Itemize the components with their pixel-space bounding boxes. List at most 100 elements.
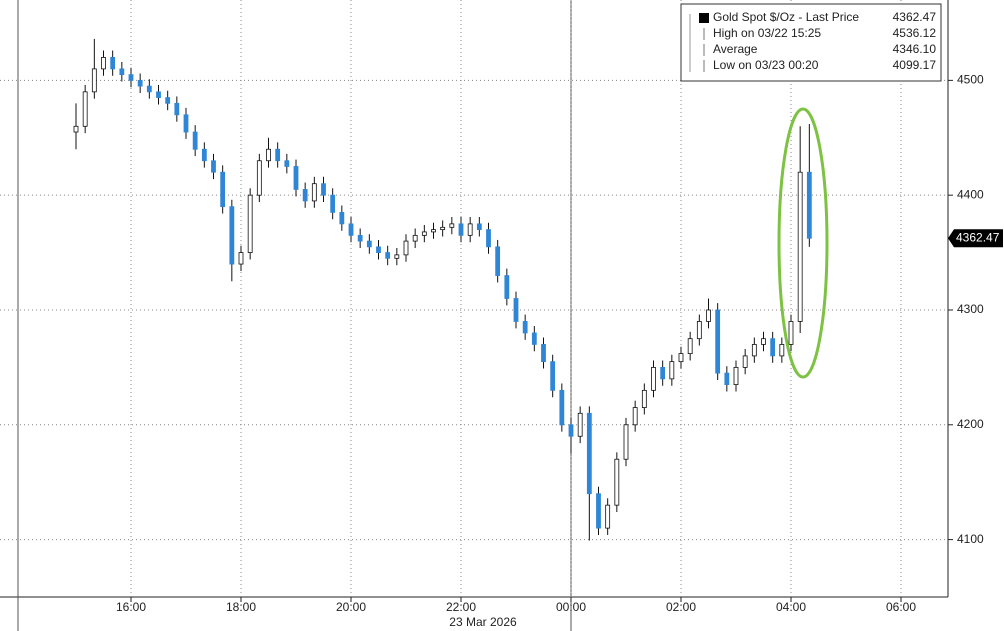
candle-body <box>614 458 620 506</box>
candle-body <box>596 493 601 529</box>
candle-body <box>641 389 647 408</box>
candle-body <box>366 240 372 248</box>
candle-body <box>348 223 354 236</box>
candle-body <box>742 355 748 368</box>
candle-body <box>339 211 345 225</box>
candle-body <box>192 131 198 150</box>
candle-body <box>605 504 611 529</box>
candle-body <box>238 252 244 265</box>
date-label: 23 Mar 2026 <box>449 615 517 629</box>
marks: 4100 4200 4300 4400 4500 16:00 18:00 20:00 22:00… <box>0 0 984 614</box>
candle-body <box>302 189 308 202</box>
candle-body <box>696 321 702 340</box>
candle-body <box>797 171 803 322</box>
candle-body <box>91 68 97 93</box>
candle-body <box>660 366 666 380</box>
candle-body <box>385 252 391 259</box>
candle-body <box>137 79 143 87</box>
legend-box <box>680 3 942 82</box>
candle-body <box>201 148 207 162</box>
candle-body <box>779 344 785 357</box>
legend-value: 4346.10 <box>893 42 937 56</box>
legend-name: Average <box>713 42 758 56</box>
candle-body <box>678 353 684 363</box>
candle-body <box>788 321 794 345</box>
candle-body <box>266 148 271 162</box>
legend-name: Low on 03/23 00:20 <box>713 58 819 72</box>
candle-body <box>421 231 427 236</box>
candle-body <box>156 91 161 98</box>
candle-body <box>715 309 721 374</box>
legend-value: 4099.17 <box>893 58 937 72</box>
y-tick-label: 4300 <box>957 302 984 316</box>
x-tick-label: 20:00 <box>336 600 366 614</box>
legend-name: High on 03/22 15:25 <box>713 26 821 40</box>
candle-body <box>128 74 134 81</box>
legend-swatch <box>699 13 709 23</box>
candle-body <box>293 166 299 190</box>
candle-body <box>229 206 235 265</box>
last-price-label: 4362.47 <box>956 230 1000 244</box>
candle-body <box>321 183 326 196</box>
candle-body <box>577 412 583 437</box>
candle-body <box>586 412 592 495</box>
candle-body <box>101 57 106 70</box>
candle-body <box>73 125 79 133</box>
candle-body <box>541 344 546 363</box>
y-tick-label: 4200 <box>957 417 984 431</box>
candle-body <box>311 183 317 202</box>
candle-body <box>770 338 776 357</box>
candle-body <box>146 85 152 93</box>
candle-body <box>284 160 290 167</box>
candle-body <box>183 114 189 133</box>
candle-body <box>330 194 336 213</box>
candle-body <box>724 372 730 386</box>
candle-body <box>412 234 418 242</box>
candle-body <box>806 171 812 239</box>
candle-body <box>220 171 226 208</box>
candle-body <box>706 309 711 322</box>
candle-body <box>403 240 409 256</box>
candle-body <box>174 102 180 116</box>
candle-body <box>761 338 766 345</box>
x-tick-label: 02:00 <box>666 600 696 614</box>
candle-body <box>522 321 528 334</box>
x-tick-label: 04:00 <box>776 600 806 614</box>
x-tick-label: 16:00 <box>116 600 146 614</box>
candle-body <box>211 160 216 173</box>
candle-body <box>504 275 510 299</box>
candle-body <box>82 91 88 127</box>
candle-body <box>440 226 446 231</box>
y-tick-label: 4400 <box>957 187 984 201</box>
x-tick-label: 22:00 <box>446 600 476 614</box>
candle-body <box>531 332 537 345</box>
candle-body <box>513 298 519 322</box>
legend-name: Gold Spot $/Oz - Last Price <box>713 10 859 24</box>
candle-body <box>486 229 491 248</box>
y-tick-label: 4100 <box>957 532 984 546</box>
x-tick-label: 18:00 <box>226 600 256 614</box>
candle-body <box>431 229 436 233</box>
candle-body <box>357 234 363 242</box>
candle-body <box>476 223 482 231</box>
candle-body <box>632 407 638 426</box>
candle-body <box>449 223 455 228</box>
candle-body <box>376 246 381 253</box>
candle-body <box>495 246 501 276</box>
legend-value: 4536.12 <box>893 26 937 40</box>
candle-body <box>751 344 757 357</box>
last-price-tag <box>948 229 1003 248</box>
candle-body <box>458 223 464 236</box>
candle-body <box>669 361 675 380</box>
candle-body <box>623 424 629 460</box>
candle-body <box>687 338 693 355</box>
candle-body <box>467 223 473 236</box>
candle-body <box>568 424 574 437</box>
candle-body <box>559 389 565 426</box>
candle-body <box>256 160 262 196</box>
candle-body <box>275 148 281 162</box>
candle-body <box>119 68 125 76</box>
candle-body <box>110 57 116 70</box>
